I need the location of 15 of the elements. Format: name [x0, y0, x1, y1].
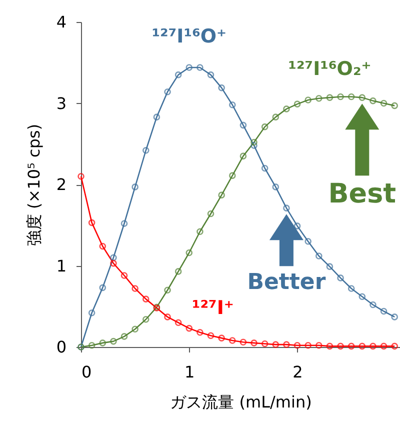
x-tick-label: 2	[292, 362, 303, 382]
y-tick-label: 3	[56, 94, 66, 113]
y-tick-label: 2	[56, 175, 66, 194]
y-tick-label: 4	[56, 12, 66, 32]
y-tick-label: 1	[56, 256, 66, 276]
x-axis-title: ガス流量 (mL/min)	[170, 392, 312, 412]
x-tick-label: 0	[82, 362, 92, 382]
annotation: Better	[247, 270, 326, 296]
x-tick-label: 1	[184, 362, 195, 382]
series-label: ¹²⁷I⁺	[192, 297, 234, 319]
y-tick-label: 0	[56, 338, 66, 356]
annotation: Best	[328, 178, 396, 210]
series-label: ¹²⁷I¹⁶O⁺	[152, 26, 227, 48]
series-label: ¹²⁷I¹⁶O₂⁺	[288, 58, 372, 80]
y-axis-title: 強度 (×10⁵ cps)	[24, 124, 44, 246]
